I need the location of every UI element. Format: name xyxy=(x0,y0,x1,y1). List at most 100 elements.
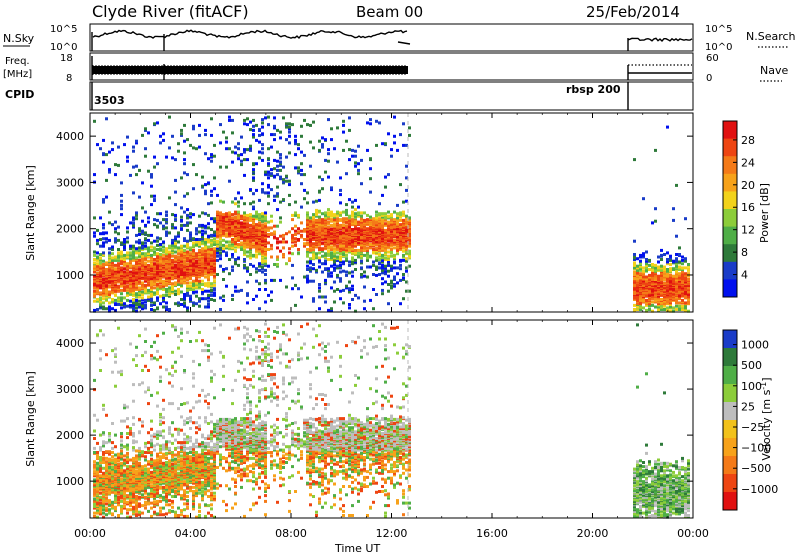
heatmap-cell xyxy=(213,154,216,158)
heatmap-cell xyxy=(279,130,282,134)
heatmap-cell xyxy=(102,198,105,202)
heatmap-cell xyxy=(204,282,207,286)
heatmap-cell xyxy=(249,144,252,148)
heatmap-cell xyxy=(219,296,222,300)
heatmap-cell xyxy=(360,266,363,270)
heatmap-cell xyxy=(315,268,318,272)
heatmap-cell xyxy=(174,302,177,306)
heatmap-cell xyxy=(225,147,228,151)
heatmap-cell xyxy=(393,229,396,233)
heatmap-cell xyxy=(351,214,354,218)
heatmap-cell xyxy=(219,199,222,203)
heatmap-cell xyxy=(186,223,189,227)
heatmap-cell xyxy=(300,221,303,225)
heatmap-cell xyxy=(408,230,411,234)
heatmap-cell xyxy=(138,253,141,256)
heatmap-cell xyxy=(222,130,225,134)
heatmap-cell xyxy=(318,289,321,293)
heatmap-cell xyxy=(393,243,396,246)
heatmap-cell xyxy=(339,277,342,281)
heatmap-cell xyxy=(219,217,222,221)
heatmap-cell xyxy=(102,226,105,230)
heatmap-cell xyxy=(351,213,354,217)
heatmap-cell xyxy=(675,183,678,187)
heatmap-cell xyxy=(141,206,144,210)
heatmap-cell xyxy=(285,138,288,142)
heatmap-cell xyxy=(228,211,231,215)
heatmap-cell xyxy=(162,305,165,309)
heatmap-cell xyxy=(135,259,138,263)
heatmap-cell xyxy=(252,118,255,122)
heatmap-cell xyxy=(279,162,282,166)
heatmap-cell xyxy=(159,259,162,263)
heatmap-cell xyxy=(171,241,174,245)
heatmap-cell xyxy=(153,275,156,279)
heatmap-cell xyxy=(261,249,264,253)
heatmap-cell xyxy=(93,460,96,464)
heatmap-cell xyxy=(390,250,393,254)
heatmap-cell xyxy=(339,232,342,236)
heatmap-cell xyxy=(309,216,312,220)
heatmap-cell xyxy=(285,155,288,159)
heatmap-cell xyxy=(219,141,222,145)
heatmap-cell xyxy=(207,253,210,257)
heatmap-cell xyxy=(684,305,687,309)
heatmap-cell xyxy=(252,124,255,128)
freq-right-tick-bottom: 0 xyxy=(706,73,712,84)
heatmap-cell xyxy=(678,246,681,250)
heatmap-cell xyxy=(660,304,663,308)
heatmap-cell xyxy=(342,218,345,222)
heatmap-cell xyxy=(96,464,99,468)
heatmap-cell xyxy=(273,158,276,162)
heatmap-cell xyxy=(96,251,99,255)
heatmap-cell xyxy=(258,240,261,244)
heatmap-cell xyxy=(375,265,378,269)
heatmap-cell xyxy=(327,159,330,163)
heatmap-cell xyxy=(384,233,387,237)
power-colorbar-tick: 28 xyxy=(741,134,755,147)
heatmap-cell xyxy=(360,261,363,265)
heatmap-cell xyxy=(189,143,192,147)
heatmap-cell xyxy=(636,308,639,311)
heatmap-cell xyxy=(207,275,210,279)
heatmap-cell xyxy=(669,297,672,301)
heatmap-cell xyxy=(354,198,357,202)
heatmap-cell xyxy=(384,241,387,245)
heatmap-cell xyxy=(339,258,342,261)
heatmap-cell xyxy=(108,168,111,172)
heatmap-cell xyxy=(312,267,315,271)
heatmap-cell xyxy=(132,264,135,268)
heatmap-cell xyxy=(93,446,96,450)
heatmap-cell xyxy=(648,273,651,277)
heatmap-cell xyxy=(255,240,258,244)
heatmap-cell xyxy=(150,245,153,249)
heatmap-cell xyxy=(348,290,351,294)
heatmap-cell xyxy=(141,298,144,301)
heatmap-cell xyxy=(132,253,135,256)
heatmap-cell xyxy=(309,226,312,230)
heatmap-cell xyxy=(261,190,264,194)
heatmap-cell xyxy=(348,245,351,249)
heatmap-cell xyxy=(327,118,330,122)
heatmap-cell xyxy=(93,264,96,268)
heatmap-cell xyxy=(360,182,363,186)
heatmap-cell xyxy=(633,296,636,300)
heatmap-cell xyxy=(633,289,636,293)
heatmap-cell xyxy=(237,157,240,161)
heatmap-cell xyxy=(363,224,366,228)
heatmap-cell xyxy=(330,274,333,278)
heatmap-cell xyxy=(258,282,261,286)
heatmap-cell xyxy=(321,218,324,222)
heatmap-cell xyxy=(390,243,393,246)
heatmap-cell xyxy=(330,241,333,245)
heatmap-cell xyxy=(393,220,396,224)
heatmap-cell xyxy=(246,148,249,152)
heatmap-cell xyxy=(393,283,396,286)
heatmap-cell xyxy=(153,291,156,295)
heatmap-cell xyxy=(180,281,183,285)
heatmap-cell xyxy=(633,275,636,279)
heatmap-cell xyxy=(114,173,117,177)
heatmap-cell xyxy=(201,184,204,188)
heatmap-cell xyxy=(339,230,342,234)
heatmap-cell xyxy=(135,213,138,217)
